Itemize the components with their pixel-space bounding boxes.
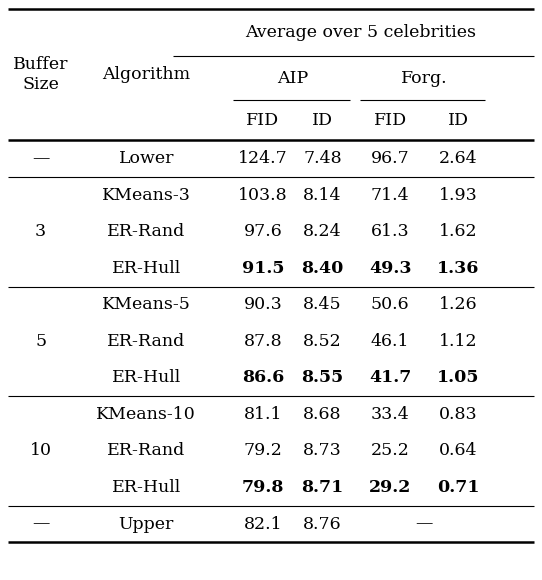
- Text: 8.55: 8.55: [301, 369, 344, 386]
- Text: —: —: [32, 150, 49, 167]
- Text: 8.76: 8.76: [303, 516, 342, 532]
- Text: 41.7: 41.7: [369, 369, 411, 386]
- Text: 90.3: 90.3: [243, 296, 282, 313]
- Text: 5: 5: [35, 333, 46, 350]
- Text: 79.8: 79.8: [242, 479, 284, 496]
- Text: 96.7: 96.7: [371, 150, 410, 167]
- Text: 0.64: 0.64: [438, 443, 478, 459]
- Text: ID: ID: [312, 111, 333, 129]
- Text: Buffer
Size: Buffer Size: [13, 56, 68, 93]
- Text: ID: ID: [448, 111, 468, 129]
- Text: 8.24: 8.24: [303, 223, 342, 240]
- Text: 8.52: 8.52: [303, 333, 342, 350]
- Text: Algorithm: Algorithm: [102, 66, 190, 83]
- Text: AIP: AIP: [277, 70, 308, 86]
- Text: ER-Rand: ER-Rand: [107, 223, 185, 240]
- Text: FID: FID: [373, 111, 407, 129]
- Text: 86.6: 86.6: [242, 369, 284, 386]
- Text: Lower: Lower: [119, 150, 174, 167]
- Text: ER-Rand: ER-Rand: [107, 443, 185, 459]
- Text: 82.1: 82.1: [243, 516, 282, 532]
- Text: 87.8: 87.8: [243, 333, 282, 350]
- Text: 46.1: 46.1: [371, 333, 410, 350]
- Text: 29.2: 29.2: [369, 479, 411, 496]
- Text: 33.4: 33.4: [371, 406, 410, 423]
- Text: 1.05: 1.05: [437, 369, 479, 386]
- Text: 8.73: 8.73: [303, 443, 342, 459]
- Text: 8.45: 8.45: [303, 296, 342, 313]
- Text: 8.71: 8.71: [301, 479, 344, 496]
- Text: —: —: [415, 516, 433, 532]
- Text: 2.64: 2.64: [438, 150, 478, 167]
- Text: 1.93: 1.93: [438, 187, 478, 204]
- Text: 124.7: 124.7: [238, 150, 288, 167]
- Text: 8.40: 8.40: [301, 260, 344, 277]
- Text: 103.8: 103.8: [238, 187, 288, 204]
- Text: 1.12: 1.12: [438, 333, 478, 350]
- Text: 10: 10: [30, 443, 51, 459]
- Text: 8.68: 8.68: [303, 406, 342, 423]
- Text: 81.1: 81.1: [243, 406, 282, 423]
- Text: 8.14: 8.14: [303, 187, 342, 204]
- Text: Upper: Upper: [119, 516, 174, 532]
- Text: ER-Hull: ER-Hull: [112, 369, 181, 386]
- Text: 61.3: 61.3: [371, 223, 410, 240]
- Text: KMeans-3: KMeans-3: [102, 187, 191, 204]
- Text: 79.2: 79.2: [243, 443, 282, 459]
- Text: ER-Hull: ER-Hull: [112, 479, 181, 496]
- Text: 25.2: 25.2: [371, 443, 410, 459]
- Text: FID: FID: [246, 111, 280, 129]
- Text: KMeans-10: KMeans-10: [96, 406, 196, 423]
- Text: 1.62: 1.62: [438, 223, 478, 240]
- Text: 0.83: 0.83: [438, 406, 478, 423]
- Text: ER-Hull: ER-Hull: [112, 260, 181, 277]
- Text: 1.26: 1.26: [438, 296, 478, 313]
- Text: Average over 5 celebrities: Average over 5 celebrities: [245, 24, 476, 41]
- Text: ER-Rand: ER-Rand: [107, 333, 185, 350]
- Text: 7.48: 7.48: [303, 150, 342, 167]
- Text: —: —: [32, 516, 49, 532]
- Text: 91.5: 91.5: [242, 260, 284, 277]
- Text: 3: 3: [35, 223, 46, 240]
- Text: 97.6: 97.6: [243, 223, 282, 240]
- Text: KMeans-5: KMeans-5: [102, 296, 191, 313]
- Text: 71.4: 71.4: [371, 187, 410, 204]
- Text: 0.71: 0.71: [437, 479, 479, 496]
- Text: 50.6: 50.6: [371, 296, 410, 313]
- Text: 1.36: 1.36: [437, 260, 479, 277]
- Text: 49.3: 49.3: [369, 260, 411, 277]
- Text: Forg.: Forg.: [401, 70, 448, 86]
